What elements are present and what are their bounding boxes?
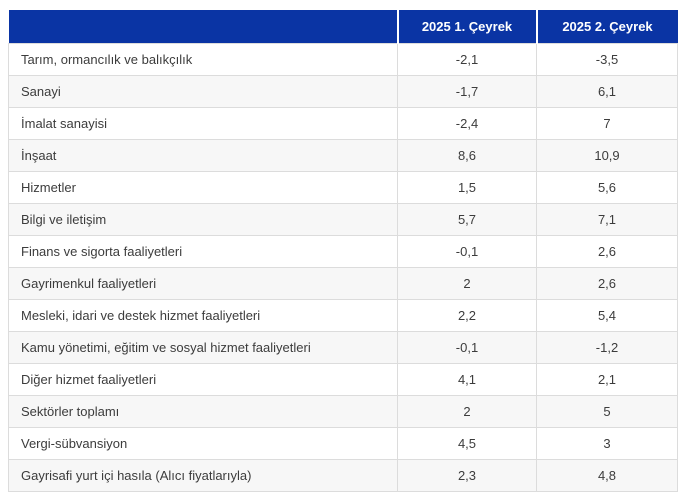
- table-row: Vergi-sübvansiyon 4,5 3: [8, 426, 678, 460]
- row-sector-label: Sektörler toplamı: [8, 394, 398, 428]
- row-q2-value: 7,1: [536, 202, 678, 236]
- row-q1-value: 2: [397, 266, 537, 300]
- row-q1-value: -2,1: [397, 42, 537, 76]
- row-q2-value: 5: [536, 394, 678, 428]
- sector-growth-table: 2025 1. Çeyrek 2025 2. Çeyrek Tarım, orm…: [8, 10, 678, 492]
- row-q1-value: -0,1: [397, 330, 537, 364]
- table-row: Bilgi ve iletişim 5,7 7,1: [8, 202, 678, 236]
- table-row: İnşaat 8,6 10,9: [8, 138, 678, 172]
- table-row: Sektörler toplamı 2 5: [8, 394, 678, 428]
- row-q2-value: 2,6: [536, 234, 678, 268]
- row-q1-value: -0,1: [397, 234, 537, 268]
- row-q2-value: 10,9: [536, 138, 678, 172]
- table-row: Mesleki, idari ve destek hizmet faaliyet…: [8, 298, 678, 332]
- table-row: Diğer hizmet faaliyetleri 4,1 2,1: [8, 362, 678, 396]
- row-sector-label: İnşaat: [8, 138, 398, 172]
- row-q2-value: 2,6: [536, 266, 678, 300]
- row-sector-label: Tarım, ormancılık ve balıkçılık: [8, 42, 398, 76]
- row-q1-value: 5,7: [397, 202, 537, 236]
- row-q1-value: 2,3: [397, 458, 537, 492]
- header-empty-cell: [8, 10, 398, 43]
- header-q2-2025: 2025 2. Çeyrek: [535, 10, 678, 43]
- row-sector-label: Kamu yönetimi, eğitim ve sosyal hizmet f…: [8, 330, 398, 364]
- row-q2-value: 5,6: [536, 170, 678, 204]
- table-row: Finans ve sigorta faaliyetleri -0,1 2,6: [8, 234, 678, 268]
- row-q2-value: 6,1: [536, 74, 678, 108]
- row-sector-label: Hizmetler: [8, 170, 398, 204]
- table-row: Gayrimenkul faaliyetleri 2 2,6: [8, 266, 678, 300]
- row-q2-value: -1,2: [536, 330, 678, 364]
- row-q1-value: 4,5: [397, 426, 537, 460]
- row-q2-value: 5,4: [536, 298, 678, 332]
- row-sector-label: Finans ve sigorta faaliyetleri: [8, 234, 398, 268]
- row-q2-value: 4,8: [536, 458, 678, 492]
- row-q1-value: -2,4: [397, 106, 537, 140]
- table-row: Kamu yönetimi, eğitim ve sosyal hizmet f…: [8, 330, 678, 364]
- row-sector-label: Bilgi ve iletişim: [8, 202, 398, 236]
- row-q1-value: 1,5: [397, 170, 537, 204]
- row-q1-value: 4,1: [397, 362, 537, 396]
- table-body: Tarım, ormancılık ve balıkçılık -2,1 -3,…: [8, 42, 678, 492]
- row-q2-value: 3: [536, 426, 678, 460]
- table-row: Sanayi -1,7 6,1: [8, 74, 678, 108]
- row-q2-value: 7: [536, 106, 678, 140]
- header-q1-2025: 2025 1. Çeyrek: [396, 10, 537, 43]
- row-sector-label: Gayrisafi yurt içi hasıla (Alıcı fiyatla…: [8, 458, 398, 492]
- sector-growth-table-container: 2025 1. Çeyrek 2025 2. Çeyrek Tarım, orm…: [8, 10, 678, 492]
- table-row: İmalat sanayisi -2,4 7: [8, 106, 678, 140]
- row-q1-value: 2: [397, 394, 537, 428]
- row-q1-value: 2,2: [397, 298, 537, 332]
- row-sector-label: İmalat sanayisi: [8, 106, 398, 140]
- row-q2-value: -3,5: [536, 42, 678, 76]
- row-sector-label: Sanayi: [8, 74, 398, 108]
- row-sector-label: Diğer hizmet faaliyetleri: [8, 362, 398, 396]
- row-q1-value: 8,6: [397, 138, 537, 172]
- row-sector-label: Gayrimenkul faaliyetleri: [8, 266, 398, 300]
- row-q1-value: -1,7: [397, 74, 537, 108]
- row-sector-label: Vergi-sübvansiyon: [8, 426, 398, 460]
- table-row: Hizmetler 1,5 5,6: [8, 170, 678, 204]
- table-row: Tarım, ormancılık ve balıkçılık -2,1 -3,…: [8, 42, 678, 76]
- table-row: Gayrisafi yurt içi hasıla (Alıcı fiyatla…: [8, 458, 678, 492]
- row-sector-label: Mesleki, idari ve destek hizmet faaliyet…: [8, 298, 398, 332]
- row-q2-value: 2,1: [536, 362, 678, 396]
- table-header-row: 2025 1. Çeyrek 2025 2. Çeyrek: [8, 10, 678, 43]
